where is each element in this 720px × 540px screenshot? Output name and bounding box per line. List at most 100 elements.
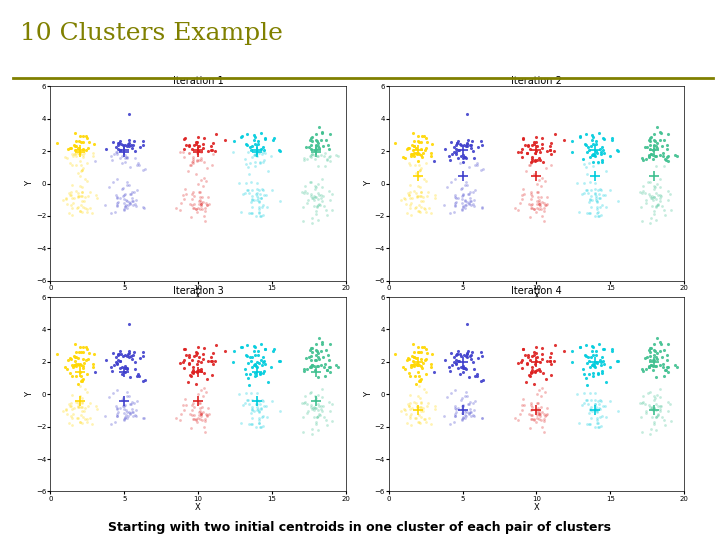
Point (444, 152, 455, 160)
Point (639, 399, 651, 408)
Point (464, 398, 476, 407)
Point (405, 371, 416, 380)
Point (539, 411, 551, 420)
Point (310, 136, 322, 144)
Point (593, 339, 605, 348)
Point (465, 351, 477, 360)
Point (228, 347, 239, 355)
Point (536, 133, 548, 142)
Point (456, 198, 468, 207)
Point (253, 408, 264, 416)
Point (516, 358, 527, 367)
Point (310, 403, 321, 412)
Point (248, 151, 260, 159)
Point (429, 194, 441, 202)
Point (127, 140, 138, 149)
Point (111, 175, 122, 184)
Point (513, 359, 524, 367)
Point (186, 411, 198, 420)
Point (122, 201, 134, 210)
Point (133, 161, 145, 170)
Point (258, 353, 269, 362)
Point (654, 347, 665, 355)
Point (454, 369, 466, 378)
Point (321, 421, 333, 429)
Point (246, 194, 258, 203)
Point (583, 356, 595, 365)
Point (524, 213, 536, 221)
Point (316, 183, 328, 191)
Point (460, 153, 472, 162)
Point (521, 359, 533, 368)
Point (274, 357, 286, 366)
Point (415, 407, 426, 415)
Point (526, 363, 537, 372)
Point (324, 362, 336, 371)
Point (458, 414, 469, 422)
Point (531, 366, 543, 375)
Point (581, 359, 593, 367)
Point (407, 404, 418, 413)
Point (592, 407, 603, 416)
Point (464, 400, 475, 409)
Point (410, 169, 422, 178)
Point (415, 144, 427, 153)
Point (418, 204, 430, 212)
Point (193, 188, 204, 197)
Point (124, 190, 135, 198)
Point (123, 349, 135, 357)
Point (186, 195, 198, 204)
Point (309, 154, 320, 163)
Point (190, 204, 202, 213)
Point (87, 360, 99, 368)
Point (326, 400, 338, 408)
Point (239, 154, 251, 163)
Point (467, 147, 479, 156)
Point (245, 198, 256, 206)
Point (590, 395, 601, 404)
Point (467, 188, 479, 197)
Point (445, 388, 456, 397)
Point (60, 194, 71, 202)
Point (183, 148, 194, 157)
Point (251, 195, 263, 204)
Point (459, 204, 471, 212)
Point (81, 345, 93, 353)
Point (420, 388, 431, 396)
Point (71, 203, 83, 212)
Point (186, 157, 198, 166)
Point (408, 150, 419, 158)
Point (194, 196, 206, 205)
Point (449, 401, 460, 410)
Point (415, 413, 427, 422)
Point (536, 212, 548, 220)
Point (107, 138, 119, 146)
Point (253, 208, 265, 217)
Point (117, 184, 129, 192)
Point (118, 409, 130, 417)
Point (534, 410, 545, 418)
Point (453, 356, 464, 365)
Point (129, 147, 140, 156)
Point (461, 201, 472, 210)
Point (300, 143, 312, 152)
Point (649, 210, 660, 218)
Point (460, 177, 472, 186)
Point (647, 195, 658, 204)
Point (613, 357, 624, 366)
Point (79, 385, 91, 394)
Point (648, 185, 660, 193)
Point (306, 347, 318, 356)
Point (81, 415, 93, 423)
Point (465, 354, 477, 363)
Point (257, 421, 269, 430)
Point (70, 347, 81, 356)
Point (584, 178, 595, 186)
Point (525, 200, 536, 209)
Point (197, 198, 209, 206)
Point (662, 407, 674, 415)
Point (595, 211, 607, 219)
Point (581, 148, 593, 157)
Point (647, 145, 659, 154)
Point (84, 399, 96, 407)
